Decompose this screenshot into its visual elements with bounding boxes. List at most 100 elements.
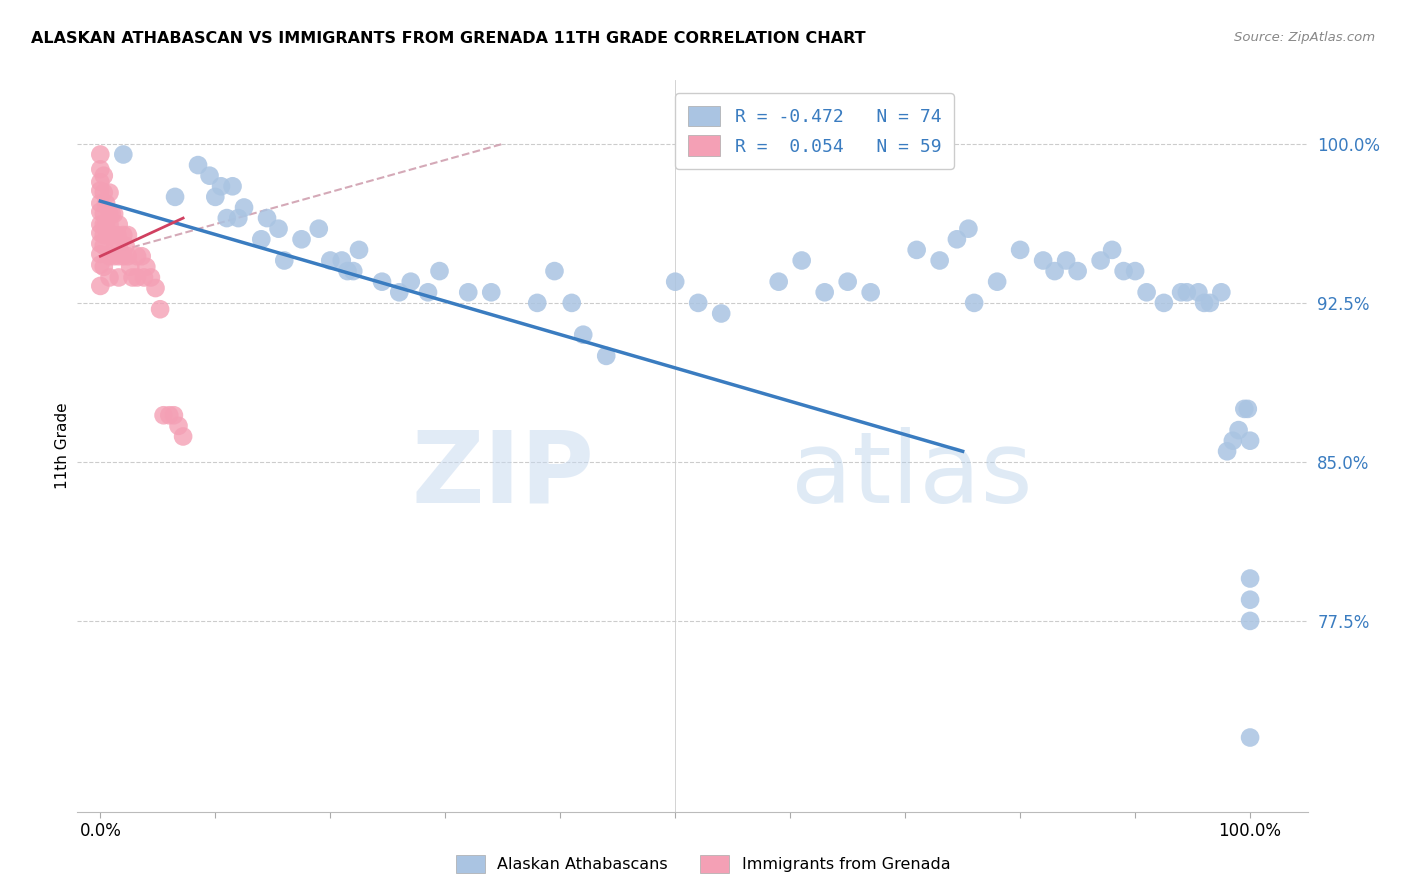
Point	[163, 409, 186, 423]
Point	[96, 228, 118, 243]
Point	[561, 296, 583, 310]
Point	[290, 232, 312, 246]
Point	[859, 285, 882, 300]
Point	[1239, 614, 1261, 628]
Point	[1198, 296, 1220, 310]
Point	[121, 270, 143, 285]
Point	[101, 228, 124, 243]
Point	[1101, 243, 1123, 257]
Point	[107, 249, 129, 263]
Legend: R = -0.472   N = 74, R =  0.054   N = 59: R = -0.472 N = 74, R = 0.054 N = 59	[675, 93, 955, 169]
Point	[89, 218, 111, 232]
Point	[1153, 296, 1175, 310]
Point	[790, 253, 813, 268]
Point	[963, 296, 986, 310]
Point	[198, 169, 221, 183]
Point	[946, 232, 969, 246]
Point	[347, 243, 370, 257]
Point	[1123, 264, 1146, 278]
Point	[204, 190, 226, 204]
Point	[1236, 401, 1258, 416]
Point	[112, 249, 135, 263]
Point	[336, 264, 359, 278]
Point	[1239, 434, 1261, 448]
Point	[103, 228, 125, 243]
Point	[165, 190, 187, 204]
Point	[93, 218, 115, 232]
Point	[226, 211, 249, 225]
Point	[1239, 731, 1261, 745]
Point	[1192, 296, 1215, 310]
Point	[112, 228, 135, 243]
Point	[371, 275, 394, 289]
Point	[101, 207, 124, 221]
Point	[98, 228, 121, 243]
Point	[1170, 285, 1192, 300]
Point	[107, 218, 129, 232]
Point	[928, 253, 950, 268]
Point	[664, 275, 686, 289]
Point	[256, 211, 278, 225]
Point	[221, 179, 243, 194]
Point	[1066, 264, 1088, 278]
Point	[342, 264, 364, 278]
Point	[112, 147, 135, 161]
Point	[710, 306, 733, 320]
Point	[114, 238, 136, 252]
Point	[837, 275, 859, 289]
Point	[107, 238, 129, 252]
Point	[388, 285, 411, 300]
Point	[103, 207, 125, 221]
Point	[89, 236, 111, 251]
Point	[89, 226, 111, 240]
Point	[152, 409, 174, 423]
Point	[89, 196, 111, 211]
Point	[572, 327, 595, 342]
Point	[267, 221, 290, 235]
Point	[986, 275, 1008, 289]
Text: Source: ZipAtlas.com: Source: ZipAtlas.com	[1234, 31, 1375, 45]
Point	[131, 249, 153, 263]
Point	[94, 218, 117, 232]
Text: ALASKAN ATHABASCAN VS IMMIGRANTS FROM GRENADA 11TH GRADE CORRELATION CHART: ALASKAN ATHABASCAN VS IMMIGRANTS FROM GR…	[31, 31, 866, 46]
Point	[93, 169, 115, 183]
Point	[1233, 401, 1256, 416]
Point	[399, 275, 422, 289]
Point	[98, 249, 121, 263]
Point	[89, 147, 111, 161]
Point	[120, 260, 142, 274]
Point	[117, 228, 139, 243]
Point	[132, 270, 155, 285]
Point	[1222, 434, 1244, 448]
Point	[1112, 264, 1135, 278]
Point	[543, 264, 565, 278]
Point	[127, 270, 149, 285]
Point	[98, 186, 121, 200]
Point	[905, 243, 928, 257]
Point	[104, 238, 127, 252]
Point	[145, 281, 167, 295]
Point	[89, 162, 111, 177]
Point	[273, 253, 295, 268]
Point	[167, 418, 190, 433]
Point	[957, 221, 980, 235]
Point	[98, 207, 121, 221]
Point	[89, 247, 111, 261]
Point	[416, 285, 439, 300]
Point	[595, 349, 617, 363]
Point	[107, 270, 129, 285]
Point	[127, 249, 149, 263]
Point	[209, 179, 232, 194]
Text: atlas: atlas	[792, 426, 1032, 524]
Point	[429, 264, 451, 278]
Point	[1032, 253, 1054, 268]
Point	[250, 232, 273, 246]
Legend: Alaskan Athabascans, Immigrants from Grenada: Alaskan Athabascans, Immigrants from Gre…	[450, 848, 956, 880]
Point	[814, 285, 837, 300]
Point	[98, 218, 121, 232]
Point	[1187, 285, 1209, 300]
Point	[1136, 285, 1159, 300]
Point	[457, 285, 479, 300]
Point	[526, 296, 548, 310]
Point	[117, 249, 139, 263]
